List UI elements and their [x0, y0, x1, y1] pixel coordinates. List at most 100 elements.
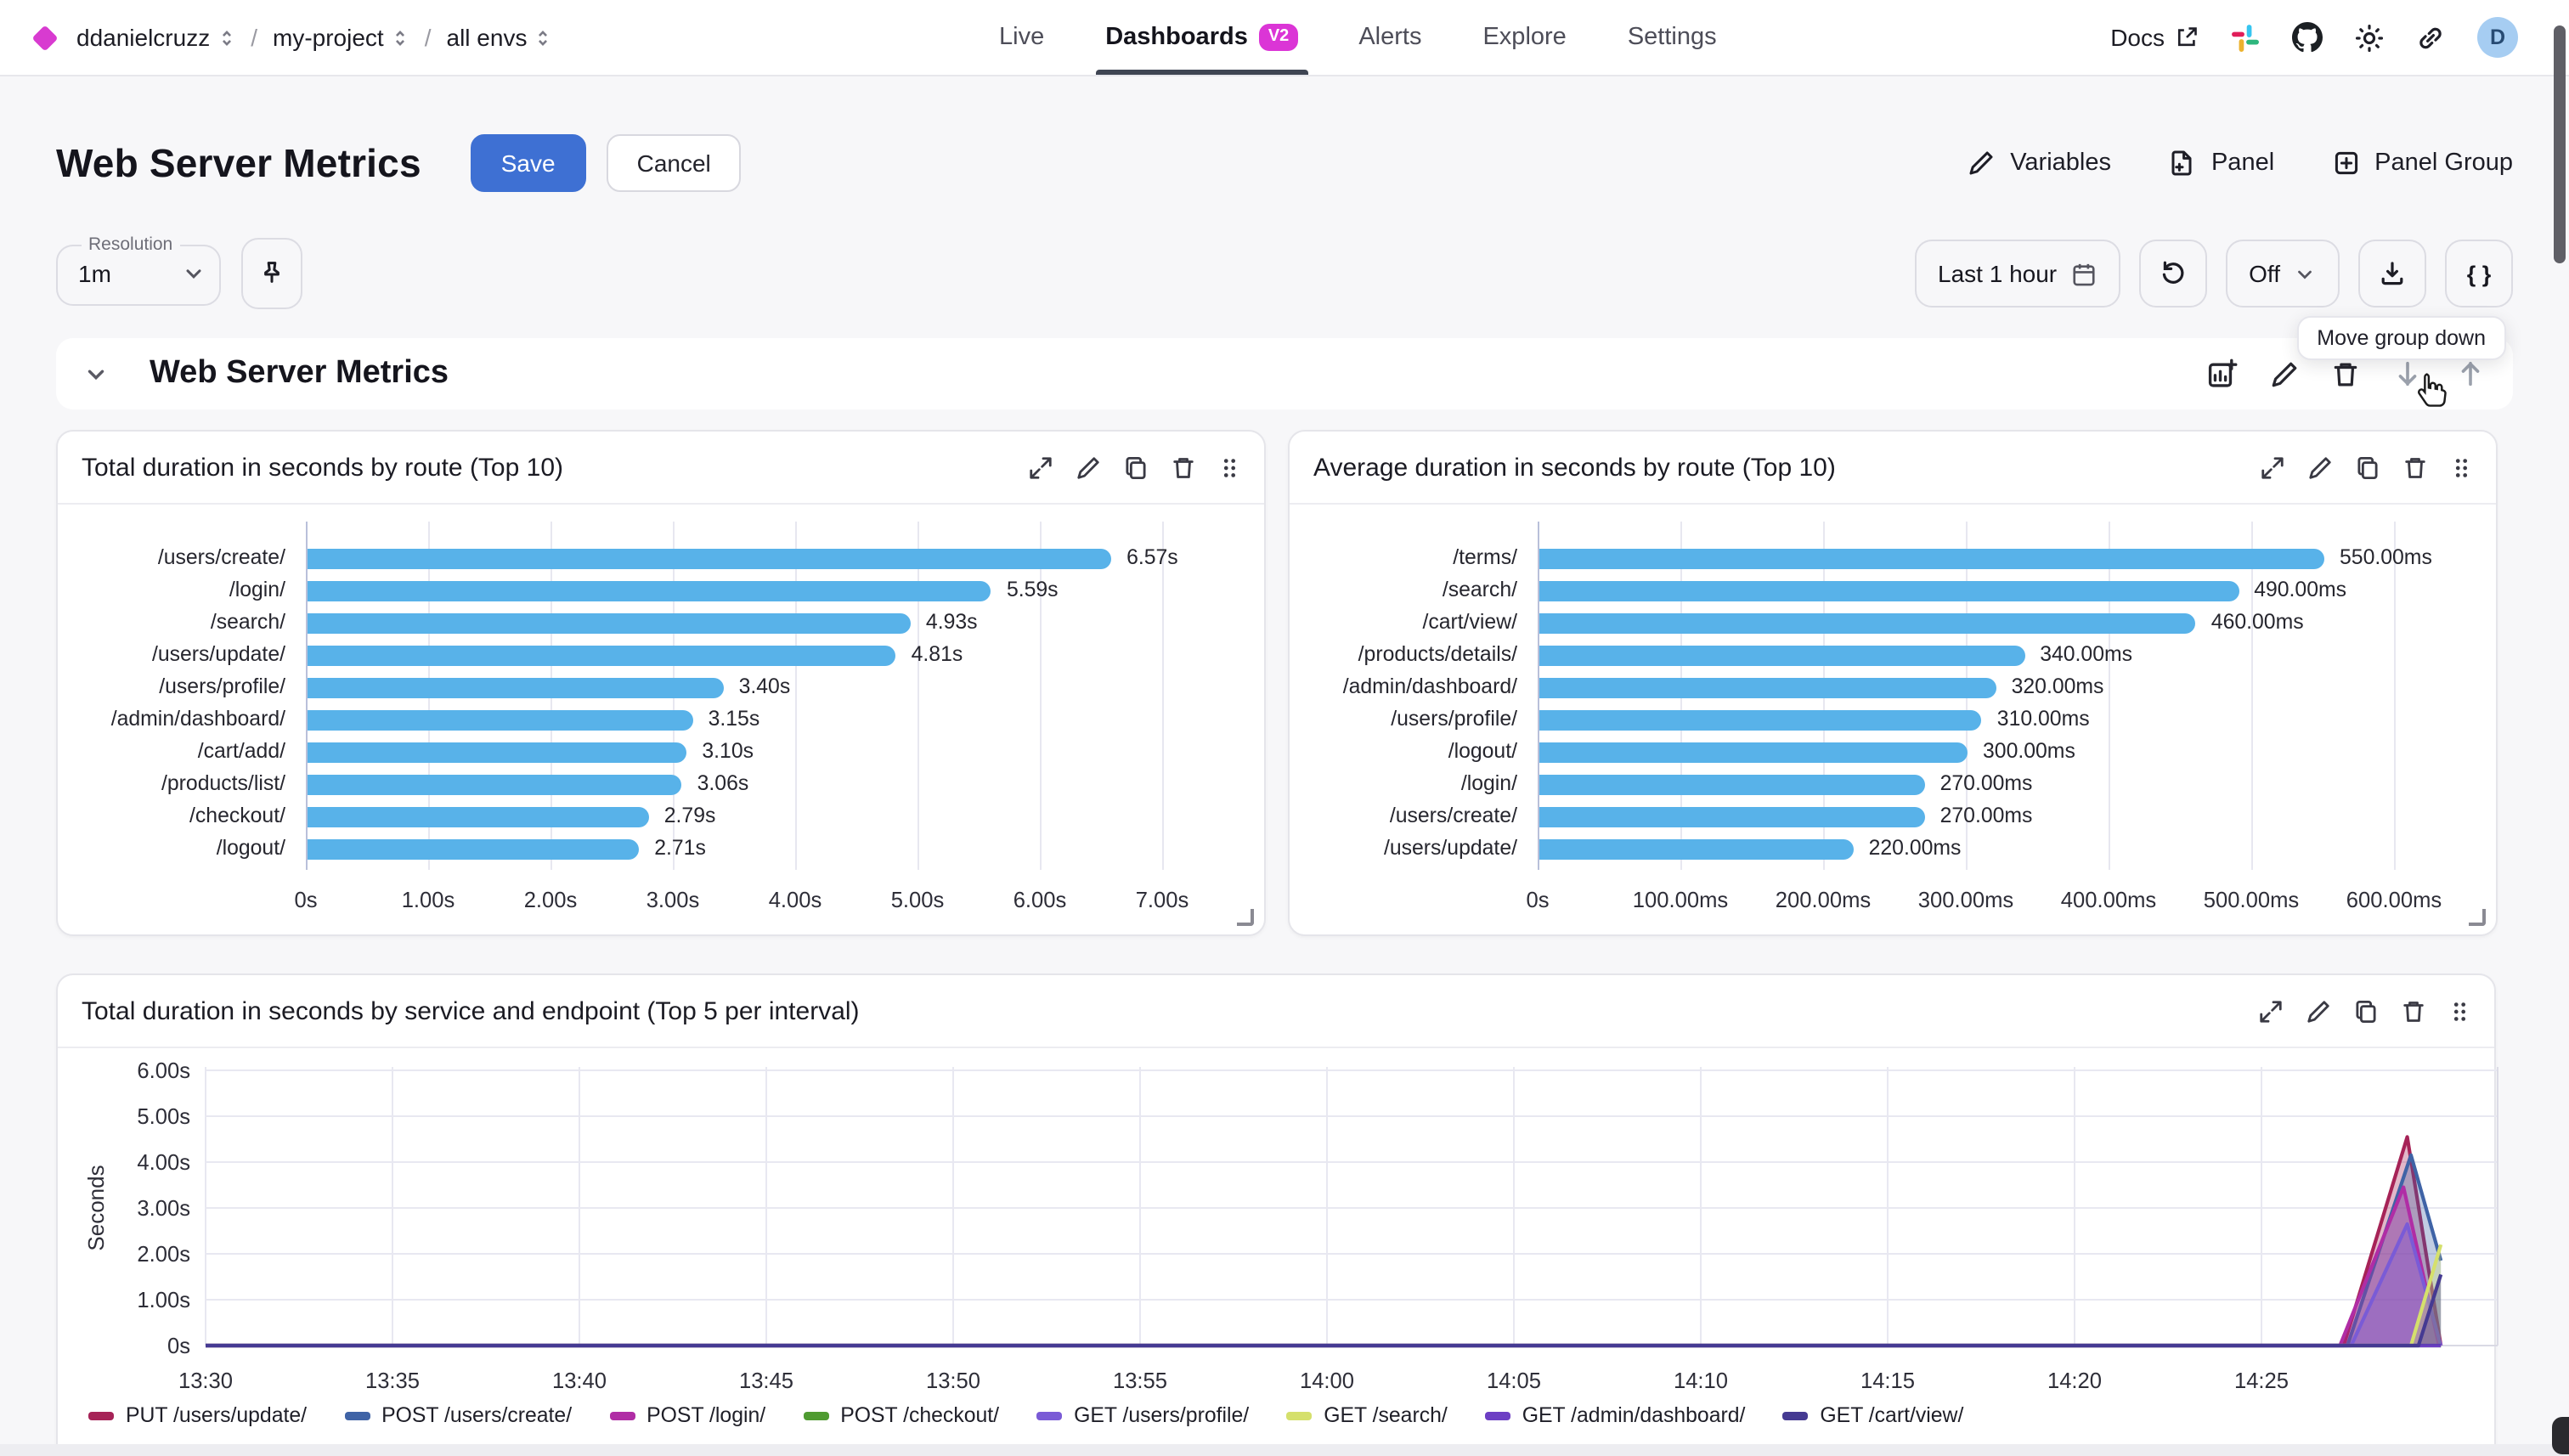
legend-label: POST /login/: [646, 1403, 766, 1427]
bar[interactable]: [1539, 677, 1996, 697]
duplicate-panel-icon[interactable]: [2353, 998, 2379, 1024]
bar[interactable]: [308, 580, 991, 601]
bar[interactable]: [1539, 548, 2324, 568]
legend-item[interactable]: GET /cart/view/: [1782, 1403, 1963, 1427]
delete-panel-icon[interactable]: [2401, 998, 2426, 1024]
delete-panel-icon[interactable]: [1171, 454, 1196, 480]
resolution-select[interactable]: Resolution 1m: [56, 234, 221, 306]
bar[interactable]: [308, 806, 649, 827]
line-series[interactable]: [206, 1273, 2443, 1348]
bar[interactable]: [308, 677, 724, 697]
line-series[interactable]: [206, 1185, 2442, 1348]
area-series[interactable]: [206, 1274, 2442, 1346]
share-link-icon[interactable]: [2416, 23, 2445, 52]
edit-panel-icon[interactable]: [2306, 998, 2331, 1024]
area-series[interactable]: [206, 1154, 2442, 1346]
theme-sun-icon[interactable]: [2355, 23, 2384, 52]
legend-item[interactable]: GET /users/profile/: [1036, 1403, 1249, 1427]
avatar[interactable]: D: [2477, 17, 2518, 58]
auto-refresh-select[interactable]: Off: [2225, 240, 2340, 308]
bar[interactable]: [1539, 612, 2196, 633]
edit-group-icon[interactable]: [2270, 359, 2299, 388]
expand-panel-icon[interactable]: [2260, 454, 2285, 480]
github-icon[interactable]: [2292, 22, 2323, 53]
area-series[interactable]: [206, 1224, 2442, 1346]
x-tick-label: 13:30: [178, 1369, 233, 1393]
legend-item[interactable]: PUT /users/update/: [88, 1403, 307, 1427]
line-series[interactable]: [206, 1222, 2443, 1348]
bar[interactable]: [1539, 645, 2025, 665]
resize-handle[interactable]: [2469, 909, 2486, 926]
move-group-down-icon[interactable]: [2392, 358, 2423, 389]
bar[interactable]: [1539, 742, 1968, 762]
bar[interactable]: [308, 645, 896, 665]
bar[interactable]: [308, 742, 687, 762]
drag-handle-icon[interactable]: [1218, 454, 1240, 480]
bar[interactable]: [1539, 774, 1925, 794]
duplicate-panel-icon[interactable]: [1123, 454, 1149, 480]
grid-line: [918, 522, 919, 870]
legend-item[interactable]: POST /checkout/: [803, 1403, 999, 1427]
edit-panel-icon[interactable]: [2307, 454, 2333, 480]
bar[interactable]: [308, 548, 1112, 568]
nav-live[interactable]: Live: [999, 0, 1044, 75]
panel-timeseries: Total duration in seconds by service and…: [56, 973, 2498, 1456]
slack-icon[interactable]: [2231, 23, 2260, 52]
bar[interactable]: [1539, 838, 1854, 859]
breadcrumb-env[interactable]: all envs: [447, 24, 553, 51]
bar[interactable]: [1539, 709, 1982, 730]
area-series[interactable]: [206, 1137, 2442, 1346]
add-panel-group-button[interactable]: Panel Group: [2332, 150, 2513, 177]
docs-link[interactable]: Docs: [2110, 24, 2199, 51]
add-panel-button[interactable]: Panel: [2169, 150, 2274, 177]
line-series[interactable]: [206, 1244, 2443, 1348]
line-series[interactable]: [206, 1135, 2443, 1348]
vertical-scrollbar-thumb[interactable]: [2554, 25, 2566, 263]
legend-label: GET /cart/view/: [1820, 1403, 1964, 1427]
edit-panel-icon[interactable]: [1076, 454, 1101, 480]
scrollbar-corner[interactable]: [2552, 1417, 2569, 1454]
legend-item[interactable]: GET /search/: [1286, 1403, 1448, 1427]
horizontal-scrollbar-track[interactable]: [0, 1444, 2569, 1456]
download-button[interactable]: [2358, 240, 2426, 308]
delete-panel-icon[interactable]: [2402, 454, 2428, 480]
refresh-button[interactable]: [2138, 240, 2207, 308]
nav-alerts[interactable]: Alerts: [1358, 0, 1421, 75]
json-editor-button[interactable]: { }: [2445, 240, 2513, 308]
bar[interactable]: [308, 612, 911, 633]
bar[interactable]: [308, 709, 693, 730]
drag-handle-icon[interactable]: [2448, 998, 2470, 1024]
legend-item[interactable]: GET /admin/dashboard/: [1484, 1403, 1745, 1427]
cancel-button[interactable]: Cancel: [606, 134, 742, 192]
expand-panel-icon[interactable]: [1028, 454, 1053, 480]
nav-settings[interactable]: Settings: [1628, 0, 1717, 75]
x-tick-label: 14:00: [1300, 1369, 1354, 1393]
line-series[interactable]: [206, 1153, 2443, 1348]
resize-handle[interactable]: [1237, 909, 1254, 926]
move-group-up-icon[interactable]: [2455, 358, 2486, 389]
variables-button[interactable]: Variables: [1968, 150, 2111, 177]
x-tick-label: 200.00ms: [1775, 887, 1872, 912]
nav-explore[interactable]: Explore: [1482, 0, 1566, 75]
save-button[interactable]: Save: [470, 134, 586, 192]
bar[interactable]: [1539, 806, 1925, 827]
area-series[interactable]: [206, 1187, 2439, 1346]
area-series[interactable]: [206, 1244, 2442, 1346]
breadcrumb-project[interactable]: my-project: [273, 24, 409, 51]
breadcrumb-org[interactable]: ddanielcruzz: [76, 24, 235, 51]
bar[interactable]: [308, 838, 640, 859]
bar[interactable]: [1539, 580, 2239, 601]
add-chart-icon[interactable]: [2207, 358, 2238, 389]
bar[interactable]: [308, 774, 682, 794]
legend-item[interactable]: POST /login/: [609, 1403, 765, 1427]
delete-group-icon[interactable]: [2331, 359, 2360, 388]
duplicate-panel-icon[interactable]: [2355, 454, 2380, 480]
expand-panel-icon[interactable]: [2258, 998, 2284, 1024]
legend-item[interactable]: POST /users/create/: [344, 1403, 572, 1427]
legend-label: GET /search/: [1324, 1403, 1448, 1427]
nav-dashboards[interactable]: Dashboards V2: [1095, 0, 1308, 75]
pin-button[interactable]: [241, 238, 302, 309]
collapse-chevron-icon[interactable]: [83, 361, 109, 387]
time-range-button[interactable]: Last 1 hour: [1914, 240, 2120, 308]
drag-handle-icon[interactable]: [2450, 454, 2472, 480]
